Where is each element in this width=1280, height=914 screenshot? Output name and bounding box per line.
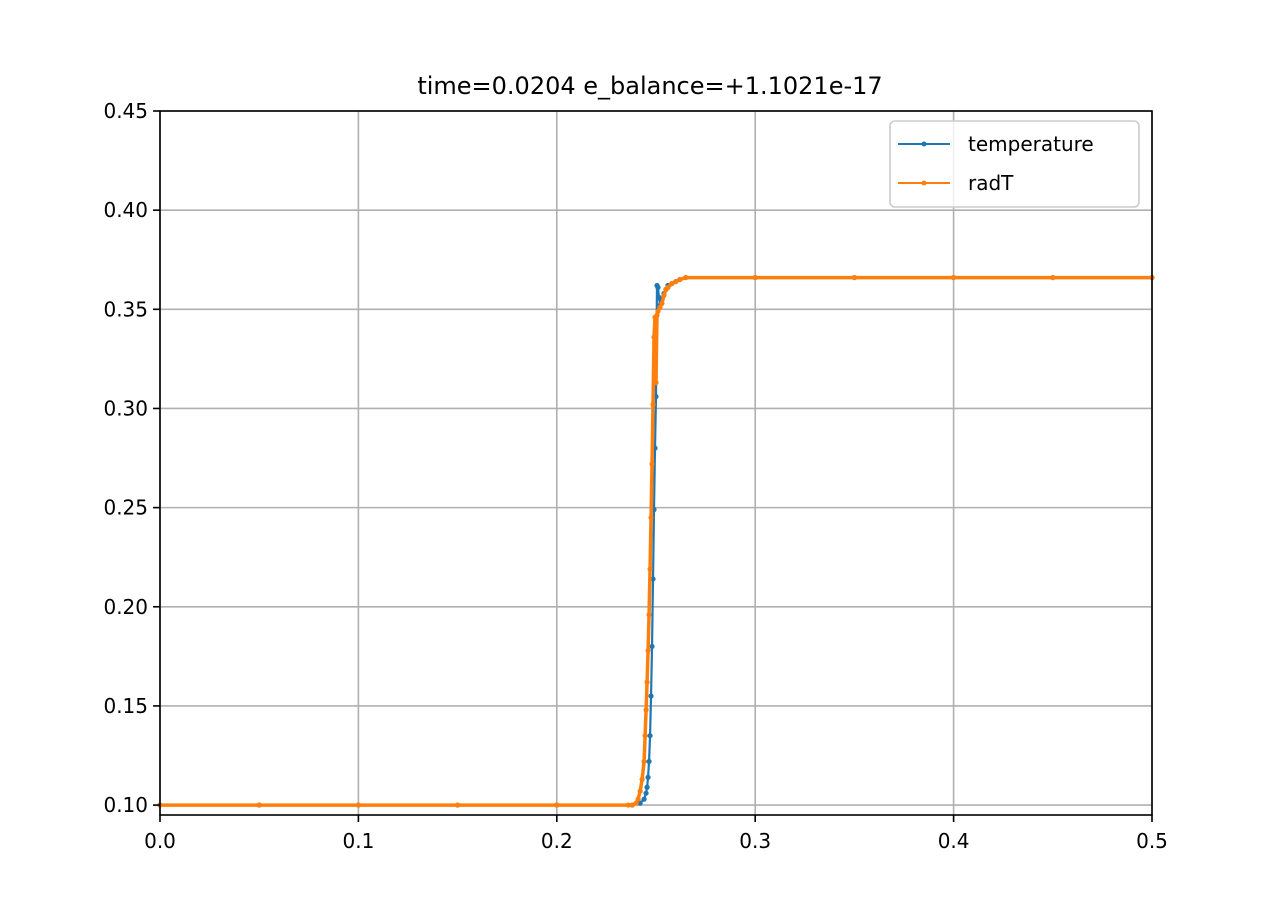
data-point-temperature [647, 733, 653, 739]
data-point-radT [659, 300, 665, 306]
data-point-radT [655, 308, 661, 314]
data-point-temperature [655, 284, 661, 291]
x-tick-label: 0.2 [541, 829, 573, 853]
data-point-temperature [637, 800, 643, 806]
data-point-radT [951, 274, 957, 281]
data-point-radT [673, 278, 679, 285]
data-point-radT [654, 312, 660, 318]
data-point-radT [643, 707, 649, 713]
data-point-radT [637, 788, 643, 794]
data-point-radT [661, 292, 667, 299]
data-point-radT [752, 274, 758, 281]
grid [159, 110, 1153, 815]
data-point-radT [653, 380, 659, 386]
data-point-radT [683, 274, 689, 281]
data-point-radT [455, 802, 461, 808]
y-tick-label: 0.40 [103, 198, 148, 222]
data-point-temperature [650, 576, 656, 582]
data-point-radT [256, 802, 262, 808]
data-point-radT [645, 647, 651, 654]
data-point-radT [648, 514, 654, 521]
data-point-radT [647, 566, 653, 572]
y-tick-label: 0.45 [103, 99, 148, 123]
x-tick-label: 0.0 [144, 829, 176, 853]
y-tick-label: 0.15 [103, 694, 148, 718]
data-point-radT [657, 304, 663, 310]
data-point-radT [625, 802, 631, 808]
data-point-radT [650, 401, 656, 408]
y-tick-label: 0.25 [103, 496, 148, 520]
legend-label-temperature: temperature [968, 132, 1094, 156]
y-tick-label: 0.20 [103, 595, 148, 619]
y-tick-label: 0.30 [103, 396, 148, 420]
data-point-radT [646, 612, 652, 618]
series-layer [157, 274, 1155, 808]
data-point-radT [651, 334, 657, 340]
data-point-temperature [645, 774, 651, 780]
data-point-radT [665, 284, 671, 291]
data-point-radT [554, 802, 560, 808]
data-point-radT [355, 802, 361, 808]
data-point-radT [639, 776, 645, 782]
data-point-temperature [648, 693, 654, 699]
series-line-radT [160, 275, 1152, 807]
data-point-radT [677, 276, 683, 283]
data-point-radT [644, 679, 650, 685]
x-tick-label: 0.3 [739, 829, 771, 853]
data-point-radT [649, 461, 655, 467]
data-point-radT [641, 758, 647, 765]
y-tick-label: 0.35 [103, 297, 148, 321]
data-point-radT [635, 796, 641, 802]
legend-marker-radT [921, 180, 927, 186]
data-point-radT [851, 274, 858, 281]
x-tick-label: 0.5 [1136, 829, 1168, 853]
legend: temperature radT [889, 120, 1140, 208]
data-point-radT [1050, 274, 1056, 281]
chart-title: time=0.0204 e_balance=+1.1021e-17 [417, 72, 882, 100]
data-point-temperature [649, 643, 655, 650]
data-point-radT [669, 280, 675, 287]
data-point-radT [633, 800, 639, 806]
legend-box [889, 120, 1140, 208]
legend-label-radT: radT [968, 171, 1014, 195]
data-point-temperature [644, 784, 650, 790]
data-point-radT [642, 733, 648, 739]
plot-frame [159, 110, 1153, 816]
x-tick-label: 0.4 [938, 829, 970, 853]
x-tick-label: 0.1 [342, 829, 374, 853]
data-point-temperature [643, 790, 649, 796]
legend-marker-temperature [921, 141, 927, 147]
data-point-radT [629, 802, 635, 808]
axis-ticks: 0.0 0.1 0.2 0.3 0.4 0.5 0.10 0.15 0.20 0.25 0.30 0.… [103, 99, 1167, 853]
data-point-temperature [641, 796, 647, 802]
y-tick-label: 0.10 [103, 793, 148, 817]
data-point-temperature [646, 758, 652, 765]
